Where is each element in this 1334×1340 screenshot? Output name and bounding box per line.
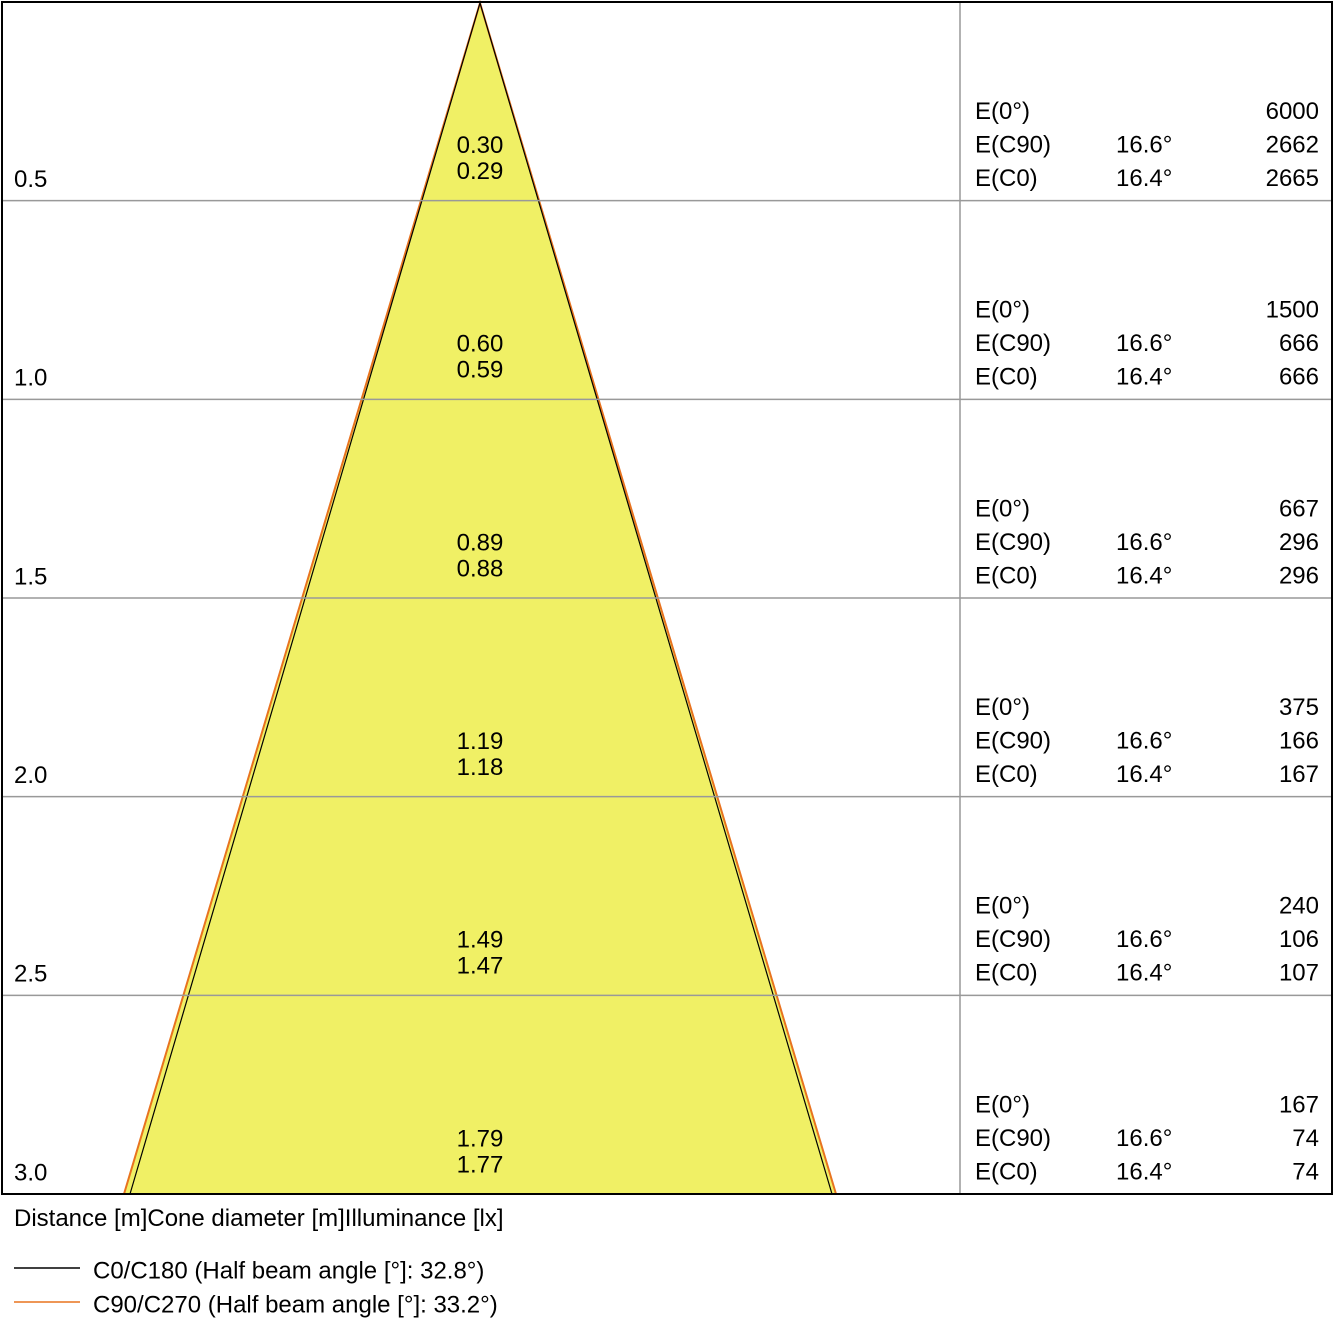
illuminance-label: E(0°) — [975, 297, 1030, 324]
illuminance-value: 107 — [1279, 960, 1319, 987]
angle-label: 16.6° — [1116, 132, 1172, 159]
diameter-label: 1.47 — [457, 953, 504, 980]
frame — [1, 1, 1333, 1195]
angle-label: 16.4° — [1116, 165, 1172, 192]
angle-label: 16.6° — [1116, 330, 1172, 357]
diameter-label: 0.30 — [457, 132, 504, 159]
illuminance-label: E(0°) — [975, 495, 1030, 522]
diameter-label: 1.79 — [457, 1125, 504, 1152]
illuminance-value: 167 — [1279, 1091, 1319, 1118]
footer-labels: Distance [m]Cone diameter [m]Illuminance… — [14, 1205, 504, 1232]
illuminance-value: 667 — [1279, 495, 1319, 522]
illuminance-value: 74 — [1292, 1158, 1319, 1185]
distance-label: 1.5 — [14, 563, 47, 590]
distance-label: 2.0 — [14, 762, 47, 789]
illuminance-value: 666 — [1279, 364, 1319, 391]
legend-label: C90/C270 (Half beam angle [°]: 33.2°) — [93, 1291, 498, 1318]
illuminance-value: 106 — [1279, 926, 1319, 953]
illuminance-label: E(C90) — [975, 529, 1051, 556]
angle-label: 16.6° — [1116, 529, 1172, 556]
illuminance-label: E(C0) — [975, 364, 1038, 391]
footer-label: Illuminance [lx] — [345, 1205, 504, 1232]
angle-label: 16.6° — [1116, 926, 1172, 953]
illuminance-label: E(C90) — [975, 1125, 1051, 1152]
illuminance-label: E(C0) — [975, 165, 1038, 192]
illuminance-label: E(C90) — [975, 728, 1051, 755]
illuminance-value: 240 — [1279, 893, 1319, 920]
distance-label: 3.0 — [14, 1159, 47, 1186]
illuminance-value: 166 — [1279, 728, 1319, 755]
distance-label: 0.5 — [14, 166, 47, 193]
illuminance-value: 2665 — [1266, 165, 1319, 192]
illuminance-value: 296 — [1279, 529, 1319, 556]
illuminance-label: E(C0) — [975, 960, 1038, 987]
angle-label: 16.4° — [1116, 1158, 1172, 1185]
angle-label: 16.4° — [1116, 960, 1172, 987]
distance-label: 2.5 — [14, 961, 47, 988]
footer-label: Distance [m] — [14, 1205, 147, 1232]
diameter-label: 0.89 — [457, 529, 504, 556]
illuminance-label: E(C0) — [975, 1158, 1038, 1185]
illuminance-label: E(C0) — [975, 761, 1038, 788]
illuminance-value: 167 — [1279, 761, 1319, 788]
illuminance-label: E(0°) — [975, 893, 1030, 920]
illuminance-value: 666 — [1279, 330, 1319, 357]
illuminance-value: 74 — [1292, 1125, 1319, 1152]
illuminance-label: E(C90) — [975, 330, 1051, 357]
legend-label: C0/C180 (Half beam angle [°]: 32.8°) — [93, 1257, 484, 1284]
illuminance-label: E(0°) — [975, 1091, 1030, 1118]
diameter-label: 0.59 — [457, 357, 504, 384]
diameter-label: 1.49 — [457, 927, 504, 954]
illuminance-label: E(C90) — [975, 132, 1051, 159]
illuminance-label: E(0°) — [975, 98, 1030, 125]
angle-label: 16.4° — [1116, 562, 1172, 589]
diameter-label: 1.77 — [457, 1151, 504, 1178]
distance-label: 1.0 — [14, 365, 47, 392]
angle-label: 16.6° — [1116, 1125, 1172, 1152]
diameter-label: 0.60 — [457, 331, 504, 358]
footer-label: Cone diameter [m] — [147, 1205, 344, 1232]
illuminance-value: 6000 — [1266, 98, 1319, 125]
illuminance-value: 1500 — [1266, 297, 1319, 324]
illuminance-label: E(C90) — [975, 926, 1051, 953]
illuminance-value: 2662 — [1266, 132, 1319, 159]
diameter-label: 1.19 — [457, 728, 504, 755]
diameter-label: 0.88 — [457, 555, 504, 582]
angle-label: 16.6° — [1116, 728, 1172, 755]
diameter-label: 0.29 — [457, 158, 504, 185]
angle-label: 16.4° — [1116, 364, 1172, 391]
illuminance-label: E(0°) — [975, 694, 1030, 721]
illuminance-value: 296 — [1279, 562, 1319, 589]
illuminance-label: E(C0) — [975, 562, 1038, 589]
angle-label: 16.4° — [1116, 761, 1172, 788]
diameter-label: 1.18 — [457, 754, 504, 781]
illuminance-value: 375 — [1279, 694, 1319, 721]
